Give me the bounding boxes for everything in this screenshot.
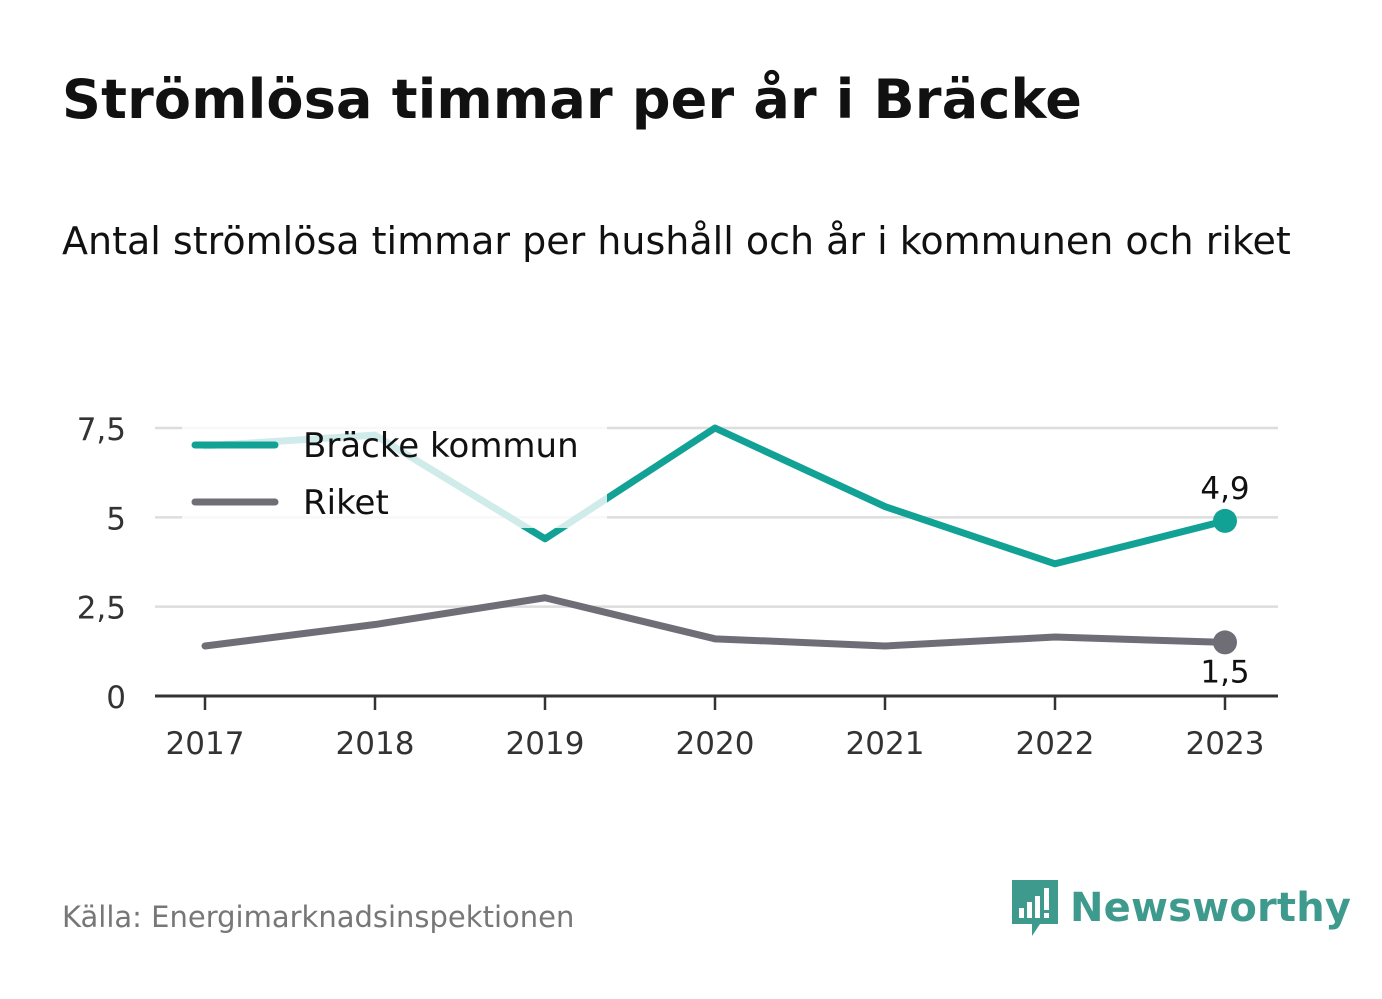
y-tick-label: 0: [106, 680, 126, 716]
brand-name: Newsworthy: [1070, 885, 1352, 931]
newsworthy-logo-icon: [1012, 880, 1058, 936]
legend-label: Riket: [303, 483, 389, 523]
x-tick-label: 2021: [846, 726, 925, 762]
x-tick-label: 2020: [676, 726, 755, 762]
chart-area: 0 2,5 5 7,5 2017 2018 2019 2020 2021 2022 2023 4,9 1…: [0, 380, 1382, 804]
chart-subtitle: Antal strömlösa timmar per hushåll och å…: [62, 219, 1291, 263]
x-tick-label: 2017: [166, 726, 245, 762]
x-tick-label: 2018: [336, 726, 415, 762]
end-value-label: 4,9: [1200, 471, 1249, 507]
end-point-marker: [1213, 630, 1237, 655]
y-tick-label: 2,5: [77, 591, 126, 627]
line-chart: 0 2,5 5 7,5 2017 2018 2019 2020 2021 2022 2023 4,9 1…: [77, 412, 1278, 762]
end-point-marker: [1213, 508, 1237, 533]
x-tick-label: 2022: [1016, 726, 1095, 762]
chart-title: Strömlösa timmar per år i Bräcke: [62, 68, 1083, 131]
series-line-riket: [201, 594, 1229, 650]
source-note: Källa: Energimarknadsinspektionen: [62, 900, 575, 934]
legend-label: Bräcke kommun: [303, 426, 579, 466]
x-tick-label: 2019: [506, 726, 585, 762]
end-value-label: 1,5: [1200, 654, 1249, 690]
y-tick-label: 7,5: [77, 412, 126, 448]
y-tick-label: 5: [106, 501, 126, 537]
brand-logo: Newsworthy: [1010, 878, 1351, 938]
x-tick-label: 2023: [1186, 726, 1265, 762]
legend-background: [182, 416, 607, 528]
